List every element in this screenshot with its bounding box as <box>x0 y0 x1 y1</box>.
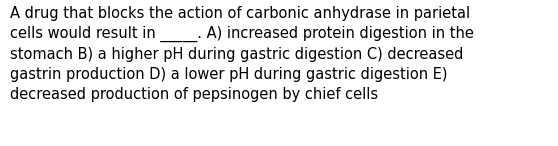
Text: A drug that blocks the action of carbonic anhydrase in parietal
cells would resu: A drug that blocks the action of carboni… <box>10 6 474 102</box>
